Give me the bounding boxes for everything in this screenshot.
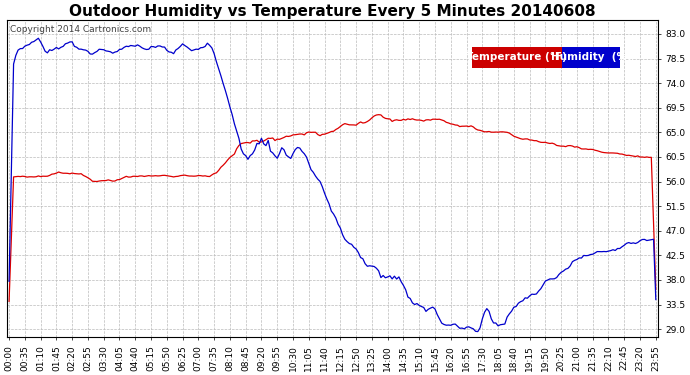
FancyBboxPatch shape xyxy=(562,47,620,68)
FancyBboxPatch shape xyxy=(472,47,562,68)
Text: Copyright 2014 Cartronics.com: Copyright 2014 Cartronics.com xyxy=(10,25,151,34)
Text: Temperature (°F): Temperature (°F) xyxy=(466,52,567,62)
Title: Outdoor Humidity vs Temperature Every 5 Minutes 20140608: Outdoor Humidity vs Temperature Every 5 … xyxy=(69,4,595,19)
Text: Humidity  (%): Humidity (%) xyxy=(551,52,631,62)
